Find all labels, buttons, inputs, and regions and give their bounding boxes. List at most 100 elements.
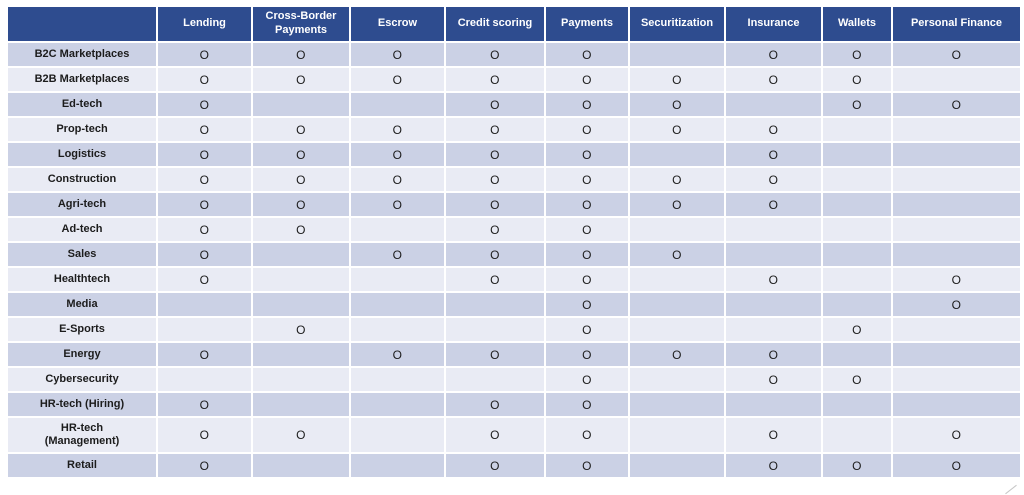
matrix-cell-empty bbox=[823, 243, 891, 266]
matrix-cell-empty bbox=[253, 243, 349, 266]
matrix-cell-marked: O bbox=[823, 368, 891, 391]
matrix-cell-marked: O bbox=[630, 343, 724, 366]
matrix-cell-empty bbox=[893, 393, 1020, 416]
matrix-cell-marked: O bbox=[630, 93, 724, 116]
matrix-cell-empty bbox=[446, 293, 544, 316]
table-row: Retail O O O O O O bbox=[8, 454, 1020, 477]
row-label: Construction bbox=[8, 168, 156, 191]
column-header-securitization: Securitization bbox=[630, 7, 724, 41]
row-label-text: Ed-tech bbox=[61, 98, 103, 111]
matrix-cell-empty bbox=[823, 218, 891, 241]
row-label: Ed-tech bbox=[8, 93, 156, 116]
matrix-cell-marked: O bbox=[158, 193, 251, 216]
matrix-cell-empty bbox=[158, 293, 251, 316]
table-row: Ed-tech O O O O O O bbox=[8, 93, 1020, 116]
matrix-cell-empty bbox=[630, 268, 724, 291]
matrix-cell-empty bbox=[823, 268, 891, 291]
matrix-cell-marked: O bbox=[546, 418, 628, 452]
table-row: Energy O O O O O O bbox=[8, 343, 1020, 366]
matrix-cell-marked: O bbox=[726, 368, 821, 391]
matrix-cell-marked: O bbox=[158, 143, 251, 166]
matrix-cell-empty bbox=[893, 143, 1020, 166]
matrix-cell-empty bbox=[726, 393, 821, 416]
matrix-cell-empty bbox=[726, 293, 821, 316]
row-label: Healthtech bbox=[8, 268, 156, 291]
matrix-cell-empty bbox=[630, 393, 724, 416]
matrix-cell-marked: O bbox=[546, 368, 628, 391]
matrix-cell-empty bbox=[630, 43, 724, 66]
table-row: Logistics O O O O O O bbox=[8, 143, 1020, 166]
row-label-text: Retail bbox=[67, 459, 97, 472]
matrix-cell-empty bbox=[351, 454, 444, 477]
matrix-cell-empty bbox=[351, 318, 444, 341]
matrix-cell-marked: O bbox=[893, 454, 1020, 477]
table-row: HR-tech (Hiring) O O O bbox=[8, 393, 1020, 416]
row-label-text: E-Sports bbox=[59, 323, 105, 336]
matrix-cell-empty bbox=[351, 93, 444, 116]
matrix-cell-empty bbox=[351, 268, 444, 291]
matrix-cell-marked: O bbox=[726, 418, 821, 452]
matrix-cell-empty bbox=[253, 93, 349, 116]
matrix-cell-marked: O bbox=[253, 68, 349, 91]
matrix-cell-marked: O bbox=[893, 268, 1020, 291]
matrix-cell-empty bbox=[630, 143, 724, 166]
matrix-cell-marked: O bbox=[546, 143, 628, 166]
matrix-cell-empty bbox=[726, 218, 821, 241]
matrix-cell-empty bbox=[823, 393, 891, 416]
matrix-cell-marked: O bbox=[823, 68, 891, 91]
row-label-text: Sales bbox=[67, 248, 97, 261]
matrix-cell-marked: O bbox=[726, 454, 821, 477]
matrix-cell-empty bbox=[630, 418, 724, 452]
matrix-cell-marked: O bbox=[351, 68, 444, 91]
row-label: Sales bbox=[8, 243, 156, 266]
matrix-cell-marked: O bbox=[546, 293, 628, 316]
table-row: Construction O O O O O O O bbox=[8, 168, 1020, 191]
matrix-cell-marked: O bbox=[446, 454, 544, 477]
matrix-cell-empty bbox=[253, 393, 349, 416]
matrix-cell-empty bbox=[893, 193, 1020, 216]
matrix-cell-marked: O bbox=[351, 343, 444, 366]
matrix-cell-empty bbox=[893, 168, 1020, 191]
matrix-cell-marked: O bbox=[253, 43, 349, 66]
matrix-cell-empty bbox=[351, 293, 444, 316]
table-row: E-Sports O O O bbox=[8, 318, 1020, 341]
row-label: Media bbox=[8, 293, 156, 316]
matrix-cell-empty bbox=[351, 393, 444, 416]
matrix-cell-marked: O bbox=[253, 193, 349, 216]
matrix-cell-marked: O bbox=[158, 68, 251, 91]
matrix-cell-marked: O bbox=[158, 454, 251, 477]
matrix-cell-marked: O bbox=[546, 118, 628, 141]
matrix-cell-marked: O bbox=[446, 343, 544, 366]
row-label-text: B2C Marketplaces bbox=[34, 48, 130, 61]
matrix-cell-empty bbox=[351, 368, 444, 391]
column-header-wallets: Wallets bbox=[823, 7, 891, 41]
row-label: Cybersecurity bbox=[8, 368, 156, 391]
header-row: Lending Cross-Border Payments Escrow Credit… bbox=[8, 7, 1020, 41]
matrix-cell-marked: O bbox=[630, 243, 724, 266]
matrix-cell-empty bbox=[893, 68, 1020, 91]
matrix-cell-marked: O bbox=[546, 168, 628, 191]
matrix-cell-marked: O bbox=[726, 168, 821, 191]
row-label-text: Construction bbox=[47, 173, 117, 186]
matrix-cell-marked: O bbox=[253, 418, 349, 452]
matrix-cell-marked: O bbox=[351, 118, 444, 141]
matrix-cell-marked: O bbox=[726, 343, 821, 366]
matrix-cell-empty bbox=[630, 454, 724, 477]
matrix-cell-empty bbox=[823, 118, 891, 141]
matrix-cell-empty bbox=[253, 343, 349, 366]
matrix-cell-marked: O bbox=[158, 168, 251, 191]
row-label: E-Sports bbox=[8, 318, 156, 341]
matrix-cell-marked: O bbox=[446, 193, 544, 216]
matrix-cell-marked: O bbox=[253, 218, 349, 241]
matrix-cell-empty bbox=[823, 293, 891, 316]
matrix-cell-marked: O bbox=[158, 218, 251, 241]
row-label-text: B2B Marketplaces bbox=[34, 73, 130, 86]
matrix-cell-empty bbox=[726, 93, 821, 116]
matrix-cell-empty bbox=[446, 368, 544, 391]
matrix-cell-empty bbox=[158, 318, 251, 341]
matrix-cell-marked: O bbox=[823, 318, 891, 341]
matrix-cell-marked: O bbox=[253, 168, 349, 191]
matrix-cell-marked: O bbox=[546, 93, 628, 116]
matrix-cell-empty bbox=[351, 218, 444, 241]
table-row: Cybersecurity O O O bbox=[8, 368, 1020, 391]
